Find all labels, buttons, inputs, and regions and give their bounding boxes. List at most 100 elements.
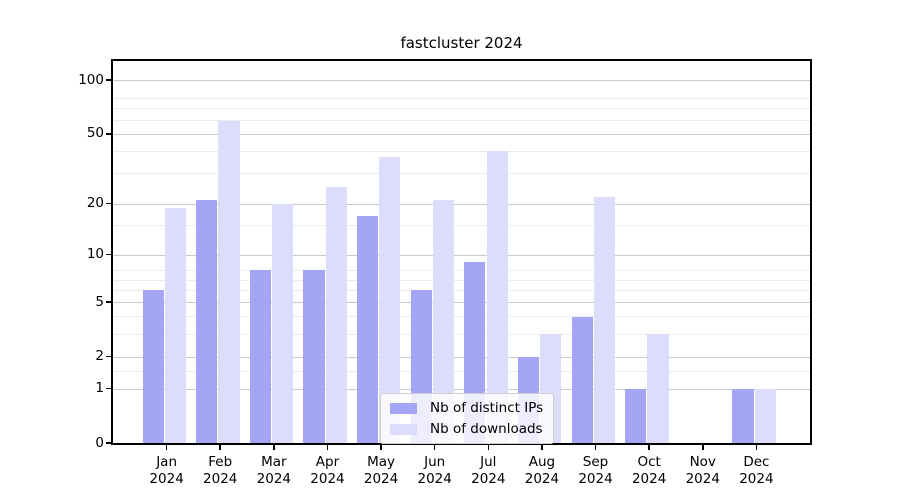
x-axis-tick-label: Sep 2024 [561, 454, 631, 487]
gridline-minor [113, 119, 810, 121]
y-axis-tick-label: 100 [78, 71, 104, 88]
bar-distinct-ips [303, 270, 325, 443]
bar-downloads [486, 151, 508, 443]
legend: Nb of distinct IPs Nb of downloads [380, 393, 555, 444]
x-label-year: 2024 [310, 470, 345, 487]
x-axis-tick [165, 445, 168, 450]
x-label-month: Jul [480, 454, 497, 470]
y-axis-tick [106, 253, 111, 256]
x-axis-tick-label: Jun 2024 [400, 454, 470, 487]
bar-downloads [754, 388, 776, 443]
legend-label: Nb of downloads [430, 421, 543, 437]
bar-distinct-ips [142, 290, 164, 443]
gridline-major [113, 388, 810, 390]
bar-distinct-ips [196, 200, 218, 443]
y-axis-tick-label: 5 [95, 293, 104, 310]
plot-area [111, 59, 812, 445]
x-axis-tick-label: Oct 2024 [614, 454, 684, 487]
gridline-minor [113, 225, 810, 227]
x-axis-tick-label: Nov 2024 [668, 454, 738, 487]
gridline-minor [113, 370, 810, 372]
x-label-year: 2024 [578, 470, 613, 487]
x-label-year: 2024 [739, 470, 774, 487]
gridline-minor [113, 97, 810, 99]
y-axis-tick [106, 202, 111, 205]
x-axis-tick-label: Apr 2024 [292, 454, 362, 487]
gridline-minor [113, 316, 810, 318]
gridline-minor [113, 151, 810, 153]
y-axis-tick-label: 20 [86, 195, 104, 212]
y-axis-tick [106, 442, 111, 444]
bar-distinct-ips [732, 388, 754, 443]
bar-distinct-ips [249, 270, 272, 443]
gridline-minor [113, 107, 810, 109]
x-axis-tick [755, 445, 758, 450]
gridline-major [113, 80, 810, 82]
y-axis-tick [106, 301, 111, 303]
gridline-major [113, 203, 810, 205]
bar-distinct-ips [571, 316, 593, 443]
x-label-year: 2024 [631, 470, 667, 487]
x-axis-tick [380, 445, 382, 450]
bar-downloads [164, 207, 186, 443]
y-axis-tick [106, 355, 111, 358]
bar-distinct-ips [357, 215, 379, 443]
legend-swatch-distinct-ips [390, 402, 417, 414]
bar-downloads [432, 200, 455, 443]
x-axis-tick-label: Jan 2024 [132, 454, 202, 487]
x-label-year: 2024 [256, 470, 292, 487]
x-label-year: 2024 [417, 470, 452, 487]
x-axis-tick [701, 445, 704, 450]
x-axis-tick [273, 445, 275, 450]
x-axis-tick [219, 445, 222, 450]
x-label-year: 2024 [471, 470, 506, 487]
y-axis-tick [106, 387, 111, 390]
y-axis-tick-label: 1 [95, 380, 104, 397]
gridline-major [113, 133, 810, 135]
gridline-minor [113, 270, 810, 272]
chart-title: fastcluster 2024 [400, 34, 523, 52]
x-label-year: 2024 [149, 470, 184, 487]
bar-downloads [272, 203, 294, 443]
x-label-month: Jun [424, 454, 446, 470]
x-label-month: Oct [637, 454, 661, 470]
x-label-month: Aug [528, 454, 556, 470]
x-axis-tick [326, 445, 329, 450]
bar-distinct-ips [625, 388, 647, 443]
x-axis-tick [487, 445, 490, 450]
legend-entry: Nb of downloads [390, 421, 543, 437]
gridline-minor [113, 279, 810, 281]
x-label-year: 2024 [685, 470, 720, 487]
x-label-year: 2024 [203, 470, 238, 487]
bar-downloads [325, 186, 347, 443]
x-label-year: 2024 [524, 470, 560, 487]
x-label-month: Nov [689, 454, 716, 470]
gridline-major [113, 254, 810, 256]
x-label-month: Jan [156, 454, 178, 470]
legend-swatch-downloads [390, 423, 417, 435]
x-axis-tick-label: Dec 2024 [721, 454, 791, 487]
gridline-major [113, 302, 810, 304]
x-label-month: Dec [743, 454, 770, 470]
x-axis-tick-label: Aug 2024 [507, 454, 577, 487]
x-axis-tick-label: Mar 2024 [239, 454, 309, 487]
x-axis-tick-label: May 2024 [346, 454, 416, 487]
y-axis-tick-label: 0 [95, 434, 104, 451]
x-axis-tick [541, 445, 543, 450]
x-label-month: Apr [315, 454, 340, 470]
y-axis-tick-label: 10 [86, 246, 104, 263]
y-axis-tick-label: 50 [86, 125, 104, 142]
legend-label: Nb of distinct IPs [430, 400, 544, 416]
x-axis-tick [648, 445, 650, 450]
gridline-minor [113, 290, 810, 292]
legend-entry: Nb of distinct IPs [390, 400, 543, 416]
gridline-minor [113, 334, 810, 336]
y-axis-tick-label: 2 [95, 348, 104, 365]
x-axis-tick [433, 445, 436, 450]
bar-downloads [593, 196, 615, 443]
gridline-minor [113, 173, 810, 175]
y-axis-tick [106, 79, 111, 82]
bar-downloads [218, 121, 240, 443]
bar-downloads [379, 157, 401, 443]
x-axis-tick-label: Jul 2024 [453, 454, 523, 487]
